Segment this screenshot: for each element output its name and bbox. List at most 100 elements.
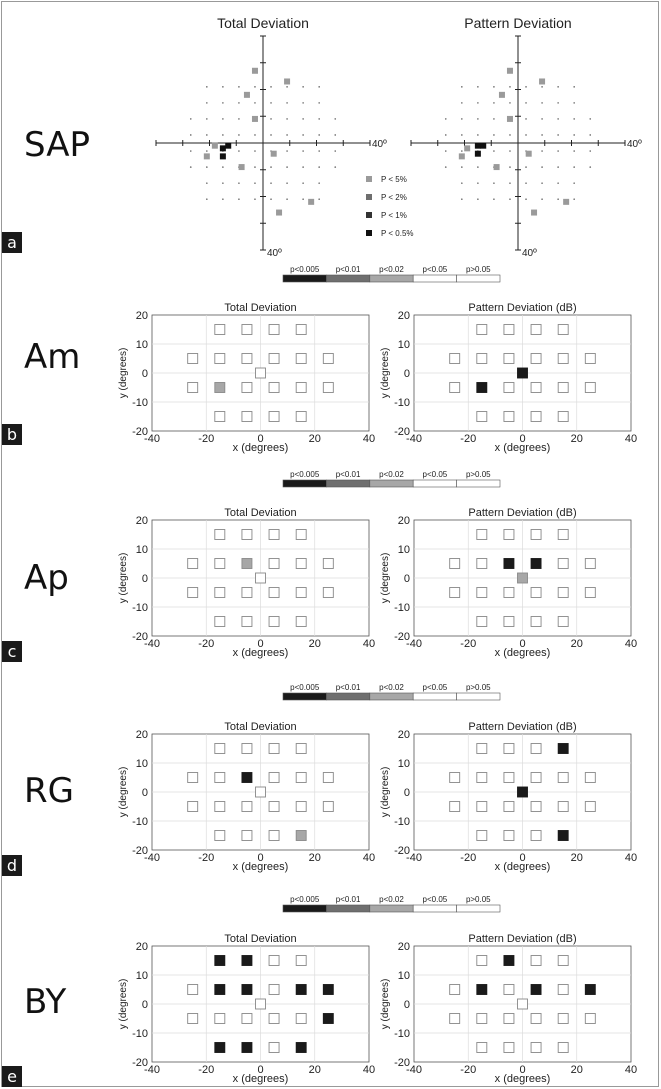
sap-left-test-dot — [238, 198, 240, 200]
grid-right-x-axis-label: x (degrees) — [495, 442, 551, 454]
sap-right-test-dot — [541, 198, 543, 200]
grid-left-x-tick-label: -20 — [198, 638, 214, 650]
sap-right-test-dot — [541, 182, 543, 184]
grid-right-cell — [557, 616, 569, 627]
grid-right-cell — [503, 616, 515, 627]
grid-left-x-tick-label: 20 — [309, 852, 321, 864]
grid-left-cell — [214, 558, 226, 569]
grid-right-cell — [557, 558, 569, 569]
grid-right-cell — [476, 411, 488, 422]
grid-right-cell — [530, 801, 542, 812]
grid-left-x-tick-label: 20 — [309, 1064, 321, 1076]
grid-left-cell — [295, 353, 307, 364]
grid-left-cell — [214, 324, 226, 335]
grid-left-cell — [322, 382, 334, 393]
grid-left-cell — [322, 558, 334, 569]
sap-left-test-dot — [270, 182, 272, 184]
grid-left-cell — [268, 1013, 280, 1024]
grid-right-y-tick-label: 0 — [404, 787, 410, 799]
grid-right-cell — [476, 1042, 488, 1053]
sap-left-point — [203, 153, 210, 160]
sap-left-test-dot — [318, 182, 320, 184]
grid-left-cell — [268, 955, 280, 966]
sap-right-test-dot — [557, 102, 559, 104]
sap-left-test-dot — [222, 182, 224, 184]
grid-right-cell — [476, 743, 488, 754]
sap-right-test-dot — [557, 134, 559, 136]
sap-left-test-dot — [302, 134, 304, 136]
sap-left-test-dot — [189, 134, 192, 136]
sap-left-test-dot — [254, 86, 256, 88]
sap-legend-label: P < 2% — [381, 193, 407, 202]
colorbar-segment — [456, 479, 501, 488]
grid-left-cell — [241, 830, 253, 841]
sap-left-title: Total Deviation — [217, 15, 309, 31]
grid-left-cell — [187, 1013, 199, 1024]
sap-left-test-dot — [189, 150, 192, 152]
colorbar-segment — [326, 274, 371, 283]
sap-left-test-dot — [238, 182, 240, 184]
grid-right-y-tick-label: 20 — [398, 941, 410, 953]
grid-right-cell — [557, 411, 569, 422]
grid-left-x-tick-label: 0 — [257, 1064, 263, 1076]
sap-right-test-dot — [589, 118, 592, 120]
colorbar-segment — [369, 274, 414, 283]
grid-left-cell — [241, 382, 253, 393]
grid-right-cell — [557, 801, 569, 812]
grid-left-cell — [241, 1042, 253, 1053]
grid-right-fixation-cell — [517, 998, 528, 1010]
sap-right-test-dot — [509, 150, 511, 152]
grid-left-x-tick-label: -40 — [144, 433, 160, 445]
grid-right-cell — [476, 324, 488, 335]
grid-left-cell — [187, 558, 199, 569]
sap-left-test-dot — [254, 198, 256, 200]
sap-left-test-dot — [206, 166, 208, 168]
grid-right-cell — [557, 743, 569, 754]
grid-right-cell — [530, 772, 542, 783]
grid-left-cell — [268, 411, 280, 422]
grid-right-y-tick-label: -20 — [394, 845, 410, 857]
grid-right-y-tick-label: 10 — [398, 970, 410, 982]
colorbar-label: p<0.05 — [423, 265, 448, 274]
grid-left-x-tick-label: 40 — [363, 852, 375, 864]
colorbar-label: p>0.05 — [466, 265, 491, 274]
sap-right-test-dot — [493, 86, 495, 88]
colorbar-segment — [412, 274, 457, 283]
grid-left-x-tick-label: -20 — [198, 852, 214, 864]
grid-left-cell — [214, 830, 226, 841]
sap-right-test-dot — [557, 150, 559, 152]
sap-right-bottom-label: 40º — [522, 248, 537, 259]
colorbar-segment — [282, 904, 327, 913]
sap-right-test-dot — [509, 102, 511, 104]
grid-left-title: Total Deviation — [224, 507, 296, 519]
sap-right-test-dot — [541, 118, 543, 120]
grid-right-cell — [503, 1042, 515, 1053]
grid-right-cell — [503, 382, 515, 393]
sap-left-test-dot — [270, 134, 272, 136]
sap-right-test-dot — [461, 198, 463, 200]
grid-right-cell — [503, 955, 515, 966]
colorbar-label: p<0.01 — [336, 470, 361, 479]
grid-left-cell — [268, 529, 280, 540]
sap-left-test-dot — [302, 182, 304, 184]
grid-right-cell — [530, 411, 542, 422]
grid-left-y-tick-label: 20 — [136, 941, 148, 953]
sap-right-test-dot — [589, 150, 592, 152]
colorbar-label: p<0.05 — [423, 470, 448, 479]
grid-right-cell — [557, 955, 569, 966]
grid-left-cell — [268, 743, 280, 754]
colorbar-segment — [369, 692, 414, 701]
grid-right-cell — [476, 801, 488, 812]
grid-left-title: Total Deviation — [224, 933, 296, 945]
sap-right-test-dot — [557, 166, 559, 168]
sap-right-test-dot — [525, 134, 527, 136]
grid-left-cell — [241, 801, 253, 812]
sap-legend-swatch — [366, 194, 372, 200]
grid-left-cell — [187, 353, 199, 364]
grid-right-title: Pattern Deviation (dB) — [468, 721, 576, 733]
grid-left-cell — [295, 984, 307, 995]
grid-left-cell — [268, 772, 280, 783]
colorbar-label: p<0.005 — [290, 683, 320, 692]
sap-right-point — [539, 78, 546, 85]
